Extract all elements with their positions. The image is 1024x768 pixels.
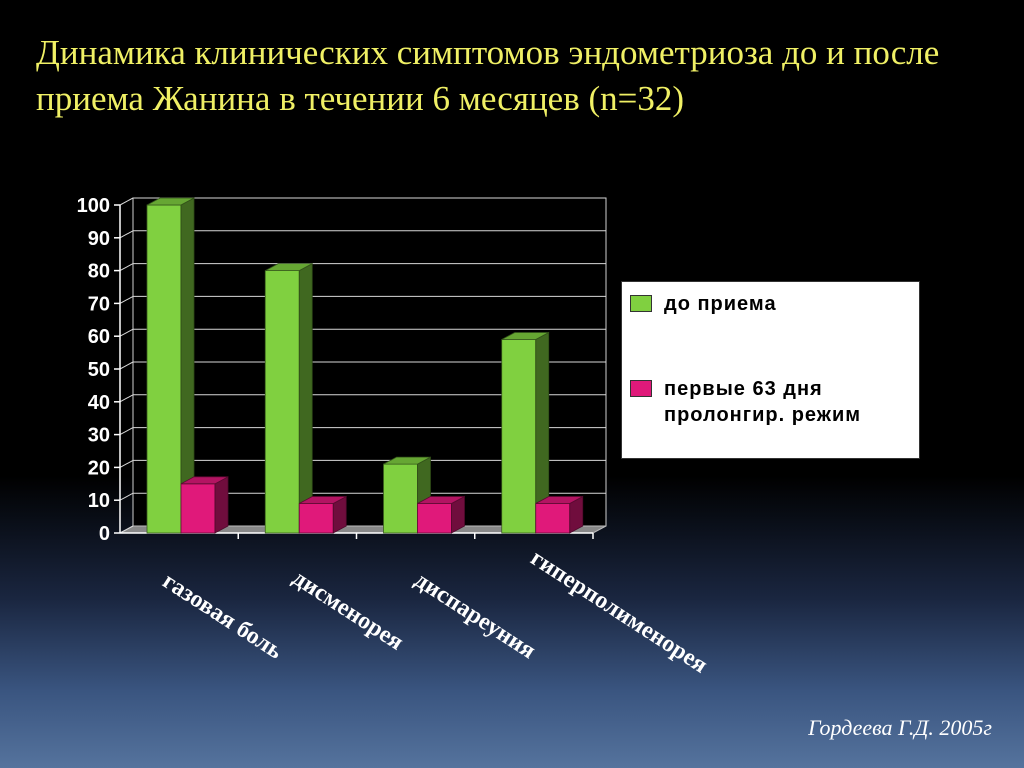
bar-front — [146, 204, 182, 534]
gridline-depth — [119, 295, 134, 304]
bar-top — [180, 476, 229, 485]
y-tick-label: 20 — [88, 457, 110, 479]
legend-swatch-before — [630, 295, 652, 312]
bar-front — [264, 270, 300, 534]
legend-item-before: до приема — [630, 291, 914, 317]
bars — [146, 197, 584, 534]
bar-front — [298, 503, 334, 534]
y-tick-label: 80 — [88, 261, 110, 283]
bar — [180, 476, 229, 534]
bar — [264, 262, 313, 534]
bar-front — [180, 483, 216, 534]
legend-label-after: первые 63 дня пролонгир. режим — [664, 378, 862, 426]
legend-label-before: до приема — [664, 293, 777, 315]
legend-item-after: первые 63 дня пролонгир. режим — [630, 376, 904, 428]
bar — [298, 495, 347, 534]
legend: до приема первые 63 дня пролонгир. режим — [621, 281, 920, 459]
y-tick-label: 60 — [88, 326, 110, 348]
bar-front — [535, 503, 571, 534]
y-tick-label: 40 — [88, 392, 110, 414]
y-tick-label: 100 — [77, 195, 110, 217]
bar — [417, 495, 465, 534]
bar-front — [383, 463, 418, 534]
y-tick-label: 50 — [88, 359, 110, 381]
source-credit: Гордеева Г.Д. 2005г — [808, 715, 992, 740]
y-tick-label: 0 — [99, 523, 110, 545]
bar-top — [265, 263, 313, 272]
gridline-depth — [119, 394, 134, 403]
y-tick-label: 10 — [88, 490, 110, 512]
bar-front — [417, 503, 452, 534]
bar-front — [501, 339, 537, 534]
bar-top — [146, 197, 195, 206]
bar-side — [298, 262, 313, 534]
bar-top — [501, 332, 549, 340]
bar-top — [417, 496, 465, 504]
legend-swatch-after — [630, 380, 652, 397]
gridline-depth — [119, 197, 134, 206]
gridline-depth — [119, 328, 134, 337]
gridline-depth — [119, 427, 134, 436]
bar-side — [214, 476, 229, 534]
y-tick-label: 90 — [88, 228, 110, 250]
gridline-depth — [119, 525, 134, 534]
slide-title: Динамика клинических симптомов эндометри… — [36, 33, 940, 118]
gridline-depth — [119, 361, 134, 370]
gridline-depth — [119, 263, 134, 272]
bar-top — [299, 496, 347, 504]
gridline-depth — [119, 492, 134, 501]
gridline-depth — [119, 230, 134, 239]
bar-top — [535, 496, 583, 504]
bar — [501, 331, 550, 534]
gridline-depth — [119, 459, 134, 468]
bar-top — [383, 456, 431, 465]
y-tick-label: 70 — [88, 293, 110, 315]
y-tick-label: 30 — [88, 425, 110, 447]
bar — [535, 495, 584, 534]
